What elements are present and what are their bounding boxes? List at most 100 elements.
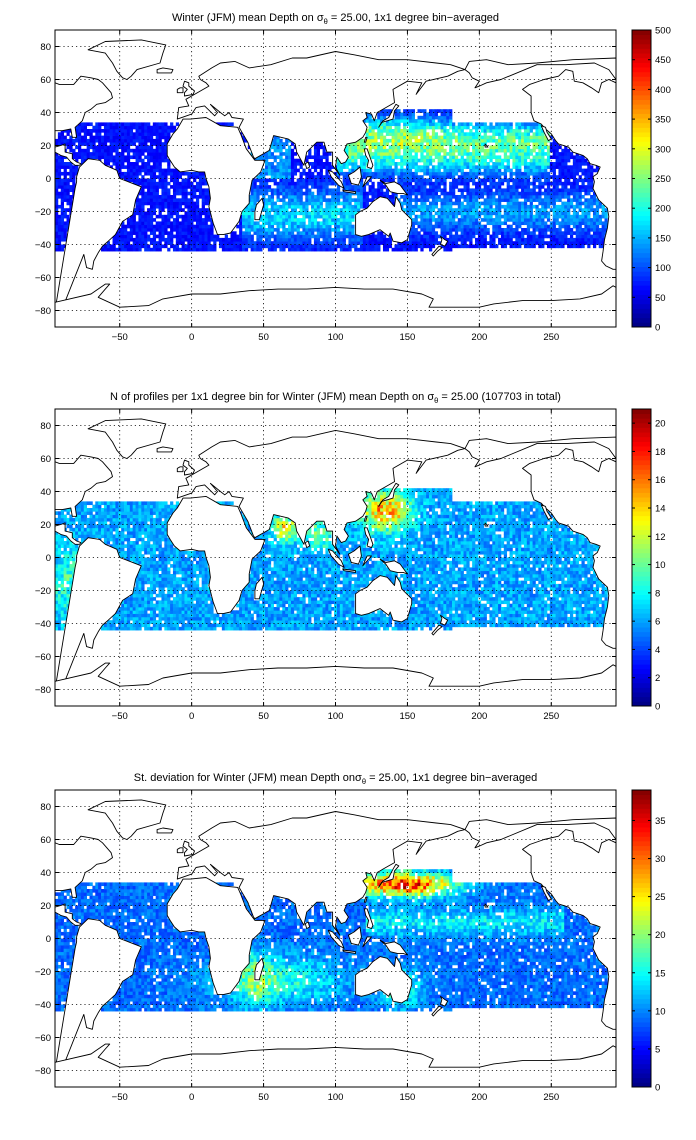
heatmap-cell <box>569 244 574 249</box>
heatmap-cell <box>167 234 171 239</box>
heatmap-cell <box>417 119 421 123</box>
heatmap-cell <box>276 165 280 169</box>
heatmap-cell <box>417 181 421 186</box>
heatmap-cell <box>351 191 355 196</box>
heatmap-cell <box>463 158 467 163</box>
heatmap-cell <box>115 231 119 235</box>
heatmap-cell <box>69 201 73 206</box>
heatmap-cell <box>411 237 415 242</box>
heatmap-cell <box>95 132 99 136</box>
heatmap-cell <box>374 195 378 199</box>
heatmap-cell <box>325 221 329 226</box>
heatmap-cell <box>112 138 116 143</box>
heatmap-cell <box>267 152 272 156</box>
heatmap-cell <box>181 198 185 202</box>
heatmap-cell <box>135 211 139 216</box>
heatmap-cell <box>201 211 205 216</box>
heatmap-cell <box>509 188 513 193</box>
heatmap-cell <box>124 135 128 140</box>
heatmap-cell <box>391 132 395 136</box>
heatmap-cell <box>101 138 105 143</box>
heatmap-cell <box>472 171 476 176</box>
heatmap-cell <box>483 122 487 127</box>
heatmap-cell <box>172 221 177 226</box>
heatmap-cell <box>161 234 165 239</box>
heatmap-cell <box>152 188 157 193</box>
heatmap-cell <box>158 211 162 216</box>
heatmap-cell <box>138 158 142 163</box>
heatmap-cell <box>147 165 151 169</box>
heatmap-cell <box>535 191 539 196</box>
heatmap-cell <box>454 178 459 183</box>
heatmap-cell <box>417 138 421 143</box>
heatmap-cell <box>184 204 188 209</box>
heatmap-cell <box>121 152 125 156</box>
heatmap-cell <box>267 244 272 249</box>
heatmap-cell <box>483 155 487 160</box>
heatmap-cell <box>334 191 338 196</box>
heatmap-cell <box>129 165 134 169</box>
heatmap-cell <box>538 241 542 245</box>
heatmap-cell <box>126 234 131 239</box>
heatmap-cell <box>420 178 424 183</box>
heatmap-cell <box>538 132 542 136</box>
heatmap-cell <box>541 224 545 229</box>
heatmap-cell <box>351 241 355 245</box>
heatmap-cell <box>472 201 476 206</box>
heatmap-cell <box>296 181 300 186</box>
heatmap-cell <box>63 191 67 196</box>
heatmap-cell <box>121 125 125 130</box>
heatmap-cell <box>170 228 174 232</box>
heatmap-cell <box>359 201 364 206</box>
heatmap-cell <box>311 208 315 212</box>
land-polygon <box>176 51 466 176</box>
heatmap-cell <box>549 237 554 242</box>
heatmap-cell <box>167 214 171 219</box>
heatmap-cell <box>443 109 447 113</box>
heatmap-cell <box>101 148 105 153</box>
heatmap-cell <box>175 247 180 252</box>
heatmap-cell <box>193 224 197 229</box>
heatmap-cell <box>575 188 579 193</box>
heatmap-cell <box>420 198 424 202</box>
heatmap-cell <box>141 204 145 209</box>
heatmap-cell <box>57 228 62 232</box>
heatmap-cell <box>443 185 447 189</box>
heatmap-cell <box>207 214 211 219</box>
heatmap-cell <box>78 138 82 143</box>
heatmap-cell <box>316 188 321 193</box>
heatmap-cell <box>405 211 410 216</box>
heatmap-cell <box>78 142 82 146</box>
heatmap-cell <box>460 132 464 136</box>
heatmap-cell <box>437 171 441 176</box>
heatmap-cell <box>86 138 90 143</box>
heatmap-cell <box>535 234 539 239</box>
heatmap-cell <box>60 231 64 235</box>
heatmap-cell <box>388 152 392 156</box>
heatmap-cell <box>437 148 441 153</box>
heatmap-cell <box>161 135 165 140</box>
heatmap-cell <box>158 168 162 173</box>
heatmap-cell <box>469 129 473 133</box>
heatmap-cell <box>316 162 321 166</box>
heatmap-cell <box>273 138 277 143</box>
heatmap-cell <box>75 125 79 130</box>
heatmap-cell <box>489 181 493 186</box>
heatmap-cell <box>509 214 513 219</box>
heatmap-cell <box>532 178 536 183</box>
heatmap-cell <box>564 221 568 226</box>
heatmap-cell <box>489 145 493 150</box>
heatmap-cell <box>345 165 349 169</box>
heatmap-cell <box>541 145 545 150</box>
heatmap-cell <box>532 188 536 193</box>
heatmap-cell <box>538 125 542 130</box>
heatmap-cell <box>362 142 367 146</box>
heatmap-cell <box>549 231 554 235</box>
heatmap-cell <box>403 119 407 123</box>
heatmap-cell <box>469 165 473 169</box>
heatmap-cell <box>126 162 131 166</box>
heatmap-cell <box>265 191 269 196</box>
heatmap-cell <box>405 115 410 120</box>
heatmap-cell <box>397 162 401 166</box>
heatmap-cell <box>561 188 565 193</box>
